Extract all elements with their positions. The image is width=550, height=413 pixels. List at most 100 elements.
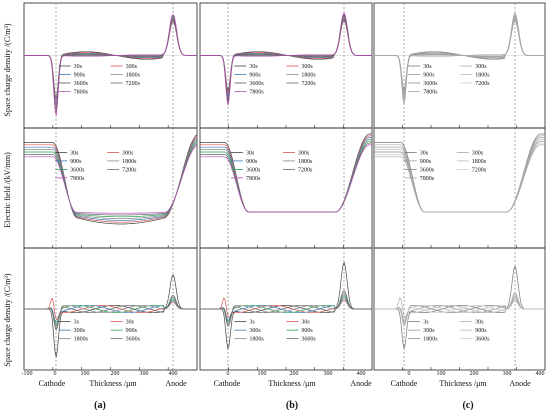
a-xtick: 200 [111,371,120,377]
a-xtick: -100 [22,371,33,377]
legend: 30s 300s 900s 1800s 3600s 7200s 7800s [55,150,137,182]
series-line-300s [374,297,545,321]
legend: 30s 300s 900s 1800s 3600s 7200s 7800s [234,64,316,96]
row2-ylabel: Electric field /(kV/mm) [3,152,12,228]
legend-entry: 1800s [74,337,89,343]
a-xlabel: Thickness /μm [89,379,137,388]
legend-entry: 7200s [472,167,487,173]
legend-entry: 7800s [423,90,438,96]
panels: 30s 300s 900s 1800s 3600s 7200s 7800s 30s 300s 90… [23,2,546,371]
row1-ylabel: Space charge density /(C/m³) [3,23,12,116]
series-line-900s [200,137,372,213]
c-cathode-label: Cathode [391,379,418,388]
panel-b-top: 30s 300s 900s 1800s 3600s 7200s 7800s [199,2,373,129]
legend-entry: 1800s [126,73,141,79]
legend-entry: 3600s [423,81,438,87]
legend-entry: 1800s [475,73,490,79]
series-line-7200s [374,13,545,102]
legend-entry: 300s [472,150,484,156]
series-line-3600s [374,140,545,213]
plot-frame [373,2,546,129]
legend-entry: 900s [126,328,138,334]
legend-entry: 30s [423,64,432,70]
legend-entry: 3600s [475,337,490,343]
legend-entry: 300s [475,64,487,70]
legend: 3s 30s 300s 900s 1800s 3600s [408,320,490,343]
b-xlabel: Thickness /μm [268,379,316,388]
legend-entry: 300s [122,150,134,156]
series-line-30s [24,21,197,99]
panel-a-bot: 3s 30s 300s 900s 1800s 3600s [23,247,198,371]
legend-entry: 300s [126,64,138,70]
series-line-7200s [374,142,545,213]
c-xtick: 400 [536,371,545,377]
legend-entry: 30s [475,320,484,326]
panel-c-top: 30s 300s 900s 1800s 3600s 7200s 7800s [373,2,546,129]
legend-entry: 30s [420,150,429,156]
legend-entry: 300s [423,328,435,334]
series-line-900s [374,17,545,95]
series-line-900s [200,294,372,323]
a-xtick: 0 [54,371,57,377]
series-line-1800s [200,139,372,213]
a-anode-label: Anode [165,379,187,388]
series-line-900s [24,18,197,105]
series-line-3600s [200,140,372,213]
series-line-7800s [24,145,198,214]
series-line-3600s [374,291,545,327]
series-line-300s [24,19,197,102]
series-line-7800s [374,144,545,213]
legend-entry: 30s [249,64,258,70]
b-xticks: 0 100 200 300 400 [227,371,366,377]
legend-entry: 1800s [423,337,438,343]
series-line-30s [24,134,198,225]
legend-entry: 1800s [122,159,137,165]
panel-a-mid: 30s 300s 900s 1800s 3600s 7200s 7800s [23,127,198,249]
legend-entry: 900s [246,159,258,165]
series-line-3s [374,265,545,350]
series-line-7800s [200,144,372,213]
legend-entry: 3s [249,320,255,326]
c-xtick: 200 [470,371,479,377]
legend: 3s 30s 300s 900s 1800s 3600s [234,320,316,343]
a-cathode-label: Cathode [39,379,66,388]
row3-ylabel: Space charge density /(C/m³) [3,273,12,366]
legend-entry: 900s [74,73,86,79]
panel-label-c: (c) [462,400,473,411]
legend-entry: 7800s [420,176,435,182]
legend-entry: 3600s [70,167,85,173]
panel-c-mid: 30s 300s 900s 1800s 3600s 7200s 7800s [373,127,546,249]
series-line-7800s [374,12,545,105]
legend-entry: 1800s [298,159,313,165]
legend-entry: 1800s [301,73,316,79]
legend-entry: 7200s [475,81,490,87]
c-xtick: 300 [503,371,512,377]
legend-entry: 3600s [246,167,261,173]
legend-entry: 300s [298,150,310,156]
legend-entry: 30s [126,320,135,326]
series-line-30s [200,297,372,319]
legend-entry: 7200s [298,167,313,173]
legend-entry: 30s [74,64,83,70]
legend-entry: 900s [301,328,313,334]
legend-entry: 3600s [420,167,435,173]
series-line-30s [200,133,372,213]
legend-entry: 900s [423,73,435,79]
c-xtick: 100 [437,371,446,377]
plot-frame [199,127,373,249]
c-anode-label: Anode [509,379,531,388]
legend-entry: 3s [74,320,80,326]
legend-entry: 7800s [74,90,89,96]
legend: 30s 300s 900s 1800s 3600s 7200s 7800s [230,150,313,182]
legend-entry: 300s [74,328,86,334]
series-line-3600s [200,289,372,327]
series-line-3s [200,261,372,350]
legend-entry: 1800s [249,337,264,343]
b-xtick: 200 [290,371,299,377]
b-xtick: 100 [258,371,267,377]
panel-b-bot: 3s 30s 300s 900s 1800s 3600s [199,247,373,371]
series-line-3600s [24,294,197,331]
b-xtick: 300 [324,371,333,377]
a-xtick: 400 [169,371,178,377]
